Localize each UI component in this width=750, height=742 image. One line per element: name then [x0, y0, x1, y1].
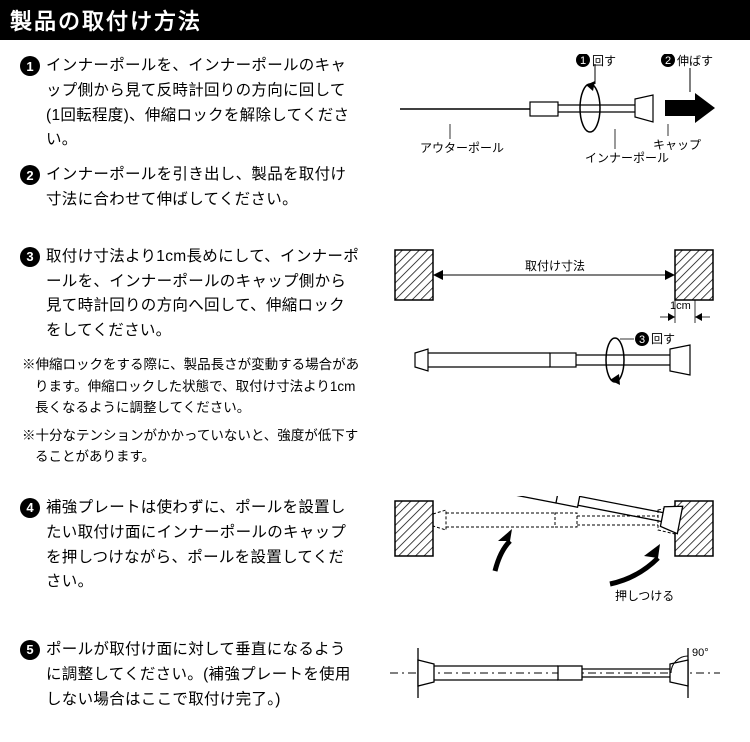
step-group-4: 5 ポールが取付け面に対して垂直になるように調整してください。(補強プレートを使…: [20, 638, 730, 722]
svg-text:1: 1: [580, 55, 586, 67]
bullet-icon: 3: [20, 247, 40, 267]
step-1: 1 インナーポールを、インナーポールのキャップ側から見て反時計回りの方向に回して…: [20, 54, 360, 153]
bullet-icon: 1: [20, 56, 40, 76]
note-1: ※伸縮ロックをする際に、製品長さが変動する場合があります。伸縮ロックした状態で、…: [22, 354, 360, 419]
svg-text:2: 2: [665, 55, 671, 67]
svg-text:90°: 90°: [692, 647, 709, 659]
svg-text:取付け寸法: 取付け寸法: [525, 259, 585, 273]
svg-text:キャップ: キャップ: [653, 138, 701, 152]
svg-text:伸ばす: 伸ばす: [677, 54, 713, 68]
bullet-icon: 5: [20, 640, 40, 660]
svg-text:回す: 回す: [651, 332, 675, 346]
step-2-text: インナーポールを引き出し、製品を取付け寸法に合わせて伸ばしてください。: [46, 163, 360, 213]
diagram-3: 押しつける: [390, 496, 720, 616]
svg-text:押しつける: 押しつける: [615, 589, 674, 603]
step-5: 5 ポールが取付け面に対して垂直になるように調整してください。(補強プレートを使…: [20, 638, 360, 712]
step-1-text: インナーポールを、インナーポールのキャップ側から見て反時計回りの方向に回して(1…: [46, 54, 360, 153]
svg-text:3: 3: [639, 334, 645, 346]
diagram-4: 90°: [390, 638, 720, 708]
diagram-2: 取付け寸法 1cm: [390, 245, 720, 415]
svg-text:インナーポール: インナーポール: [585, 151, 669, 165]
step-4: 4 補強プレートは使わずに、ポールを設置したい取付け面にインナーポールのキャップ…: [20, 496, 360, 595]
step-5-text: ポールが取付け面に対して垂直になるように調整してください。(補強プレートを使用し…: [46, 638, 360, 712]
step-4-text: 補強プレートは使わずに、ポールを設置したい取付け面にインナーポールのキャップを押…: [46, 496, 360, 595]
svg-text:アウターポール: アウターポール: [420, 141, 504, 155]
step-group-1: 1 インナーポールを、インナーポールのキャップ側から見て反時計回りの方向に回して…: [20, 54, 730, 223]
step-3-text: 取付け寸法より1cm長めにして、インナーポールを、インナーポールのキャップ側から…: [46, 245, 360, 344]
svg-text:1cm: 1cm: [670, 300, 691, 312]
diagram-1: 1 回す 2 伸ばす アウターポール インナーポール キャップ: [390, 54, 720, 174]
section-title: 製品の取付け方法: [0, 0, 750, 40]
step-group-2: 3 取付け寸法より1cm長めにして、インナーポールを、インナーポールのキャップ側…: [20, 245, 730, 474]
step-3: 3 取付け寸法より1cm長めにして、インナーポールを、インナーポールのキャップ側…: [20, 245, 360, 344]
step-2: 2 インナーポールを引き出し、製品を取付け寸法に合わせて伸ばしてください。: [20, 163, 360, 213]
bullet-icon: 4: [20, 498, 40, 518]
step-group-3: 4 補強プレートは使わずに、ポールを設置したい取付け面にインナーポールのキャップ…: [20, 496, 730, 616]
content: 1 インナーポールを、インナーポールのキャップ側から見て反時計回りの方向に回して…: [0, 40, 750, 742]
bullet-icon: 2: [20, 165, 40, 185]
note-2: ※十分なテンションがかかっていないと、強度が低下することがあります。: [22, 425, 360, 468]
svg-text:回す: 回す: [592, 54, 616, 68]
